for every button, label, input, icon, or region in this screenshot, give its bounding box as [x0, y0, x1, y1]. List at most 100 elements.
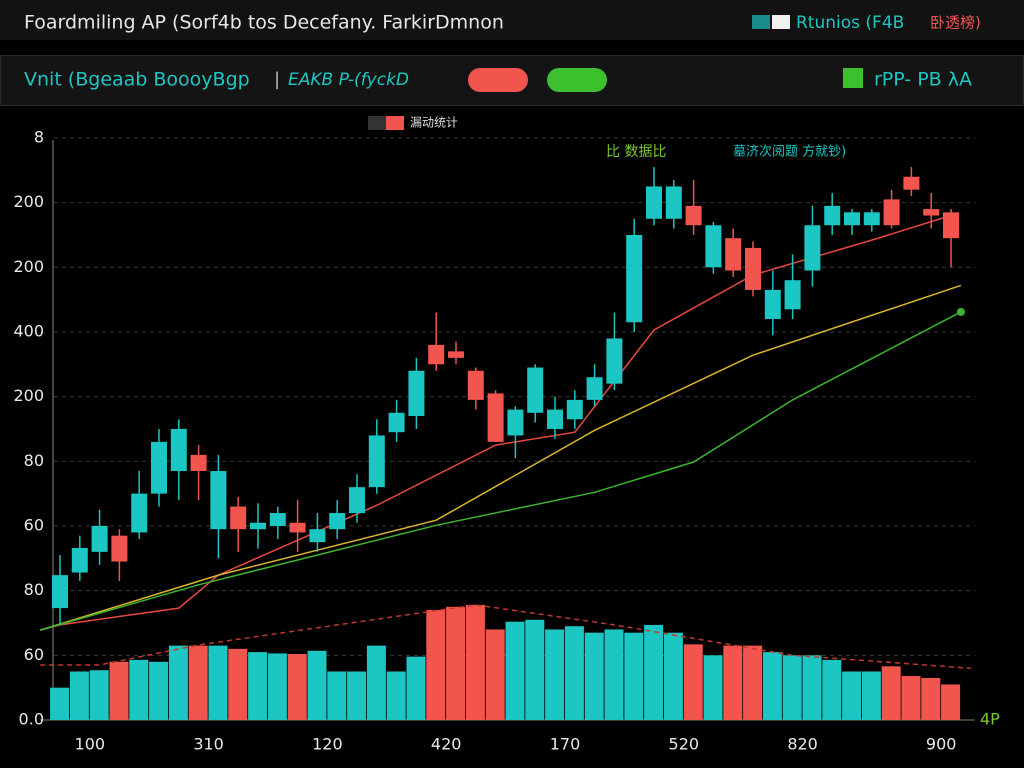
- candle-body: [71, 547, 88, 573]
- volume-bar: [485, 629, 505, 720]
- volume-bar: [168, 645, 188, 720]
- x-tick-label: 420: [431, 735, 462, 754]
- volume-bar: [703, 655, 723, 720]
- toolbar-label[interactable]: EAKB P-(fyckD: [288, 70, 409, 90]
- candle-body: [151, 441, 167, 494]
- volume-bar: [327, 671, 347, 720]
- toggle-green[interactable]: [547, 68, 607, 92]
- legend-swatch: [368, 116, 386, 130]
- candle-body: [329, 513, 346, 530]
- volume-bar: [663, 632, 683, 720]
- volume-bar: [426, 610, 446, 720]
- candle-body: [230, 506, 247, 530]
- x-tick-label: 820: [787, 735, 818, 754]
- toolbar-label[interactable]: Vnit (Bgeaab BoooyBgp: [24, 69, 250, 91]
- volume-bar: [446, 606, 466, 720]
- candle-body: [784, 280, 801, 310]
- y-tick-label: 60: [24, 515, 44, 534]
- y-tick-label: 80: [24, 451, 44, 470]
- candle-body: [487, 393, 504, 442]
- volume-bar: [861, 671, 881, 720]
- indicator-square[interactable]: [843, 68, 863, 88]
- volume-bar: [228, 648, 248, 720]
- volume-bar: [129, 659, 149, 720]
- candle-body: [507, 409, 524, 436]
- candle-body: [408, 370, 425, 417]
- volume-bar: [564, 626, 584, 720]
- x-tick-label: 100: [75, 735, 106, 754]
- candle-body: [646, 186, 662, 219]
- x-tick-label: 120: [312, 735, 343, 754]
- volume-bar: [624, 632, 644, 720]
- volume-bar: [842, 671, 862, 720]
- volume-bar: [604, 629, 624, 720]
- volume-bar: [881, 666, 901, 720]
- annotation: 比 数据比: [606, 144, 666, 160]
- icon: [772, 15, 790, 29]
- x-tick-label: 170: [550, 735, 581, 754]
- header-right-accent: 卧透榜): [930, 14, 981, 32]
- separator: |: [274, 69, 280, 90]
- volume-bar: [822, 659, 842, 720]
- y-tick-label: 200: [13, 192, 44, 211]
- title-bar: [0, 0, 1024, 40]
- candle-body: [269, 513, 286, 526]
- y-tick-label: 200: [13, 386, 44, 405]
- candle-body: [606, 338, 623, 384]
- volume-bar: [465, 604, 485, 720]
- volume-bar: [782, 655, 802, 720]
- volume-bar: [743, 645, 763, 720]
- y-tick-label: 0.0: [19, 710, 44, 729]
- candle-body: [309, 529, 326, 543]
- candle-body: [547, 409, 563, 429]
- volume-bar: [644, 624, 664, 720]
- volume-bar: [149, 661, 169, 720]
- volume-bar: [267, 653, 287, 720]
- candle-body: [388, 412, 405, 433]
- candle-body: [745, 247, 761, 290]
- y-tick-label: 400: [13, 321, 44, 340]
- x-tick-label: 310: [193, 735, 224, 754]
- y-tick-label: 8: [34, 127, 44, 146]
- candle-body: [368, 435, 385, 488]
- volume-bar: [545, 629, 565, 720]
- x-tick-label: 520: [669, 735, 700, 754]
- candle-body: [863, 212, 880, 226]
- candle-body: [705, 225, 722, 268]
- toggle-red[interactable]: [468, 68, 528, 92]
- candle-body: [52, 575, 68, 609]
- volume-bar: [307, 650, 327, 720]
- candle-body: [91, 525, 108, 552]
- volume-bar: [109, 661, 129, 720]
- moving-average-line: [40, 604, 971, 670]
- volume-bar: [505, 621, 525, 720]
- x-tick-label: 900: [926, 735, 957, 754]
- candle-body: [943, 212, 959, 239]
- volume-bar: [901, 676, 921, 720]
- candle-body: [210, 471, 227, 530]
- candle-body: [665, 186, 682, 219]
- candle-body: [626, 234, 643, 323]
- line-end-marker: [956, 307, 965, 316]
- candle-body: [804, 225, 821, 271]
- volume-bar: [683, 644, 703, 720]
- volume-bar: [406, 656, 426, 720]
- candle-body: [190, 454, 207, 472]
- volume-bar: [50, 687, 70, 720]
- candle-body: [250, 522, 266, 530]
- legend-label: 漏动统计: [410, 116, 458, 130]
- toolbar-right[interactable]: rPP- PB λA: [874, 69, 972, 91]
- candle-body: [824, 205, 841, 226]
- volume-bar: [188, 645, 208, 720]
- candle-body: [289, 522, 306, 533]
- candle-body: [923, 209, 940, 216]
- volume-bar: [69, 671, 89, 720]
- volume-bar: [248, 652, 268, 720]
- window-title: Foardmiling AP (Sorf4b tos Decefany. Far…: [24, 12, 504, 34]
- candle-body: [170, 428, 187, 472]
- candle-body: [349, 487, 365, 514]
- header-right-text: Rtunios (F4B: [796, 13, 904, 33]
- volume-bar: [208, 645, 228, 720]
